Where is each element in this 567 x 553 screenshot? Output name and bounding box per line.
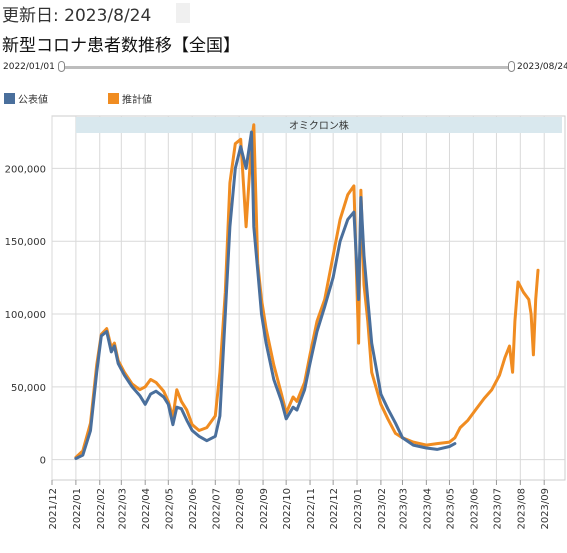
plot-area (51, 115, 566, 481)
series-line-estimated (74, 123, 540, 459)
page-title: 新型コロナ患者数推移【全国】 (2, 36, 240, 56)
series-line-official (74, 130, 457, 460)
x-tick-label: 2022/11 (306, 488, 317, 530)
x-tick-label: 2023/07 (492, 488, 503, 530)
updated-date-field (176, 3, 190, 23)
date-range-slider[interactable] (60, 66, 512, 69)
x-tick-label: 2023/06 (469, 488, 480, 530)
legend-label-estimated: 推計値 (122, 95, 152, 106)
y-tick-label: 100,000 (5, 310, 46, 321)
x-tick-label: 2023/02 (377, 488, 388, 530)
legend-item-official[interactable]: 公表値 (4, 91, 48, 106)
legend-label-official: 公表値 (18, 95, 48, 106)
y-tick-label: 150,000 (5, 237, 46, 248)
x-tick-label: 2022/09 (259, 488, 270, 530)
x-tick-label: 2022/12 (329, 488, 340, 530)
x-tick-label: 2022/07 (211, 488, 222, 530)
x-tick-label: 2023/09 (540, 488, 551, 530)
x-tick-label: 2023/08 (516, 488, 527, 530)
range-start-handle[interactable] (58, 61, 65, 72)
y-tick-label: 0 (40, 456, 46, 467)
x-tick-label: 2022/03 (117, 488, 128, 530)
x-tick-label: 2023/04 (422, 488, 433, 530)
updated-date: 更新日: 2023/8/24 (2, 6, 152, 26)
y-tick-label: 200,000 (5, 164, 46, 175)
x-tick-label: 2022/06 (188, 488, 199, 530)
range-end-label: 2023/08/24 (517, 62, 567, 72)
range-start-label: 2022/01/01 (3, 62, 55, 72)
x-tick-label: 2022/02 (96, 488, 107, 530)
x-tick-label: 2022/04 (141, 488, 152, 530)
variant-band (75, 117, 562, 133)
x-tick-label: 2022/08 (235, 488, 246, 530)
x-tick-label: 2021/12 (48, 488, 59, 530)
chart-svg: 0 50,000 100,000 150,000 200,000 オミクロン株 2021/1… (5, 115, 566, 530)
x-tick-label: 2023/05 (445, 488, 456, 530)
legend-swatch-estimated (108, 93, 119, 104)
legend-swatch-official (4, 93, 15, 104)
variant-band-label: オミクロン株 (289, 119, 349, 132)
x-tick-label: 2022/01 (72, 488, 83, 530)
legend-item-estimated[interactable]: 推計値 (108, 91, 152, 106)
range-end-handle[interactable] (508, 61, 515, 72)
x-tick-label: 2022/10 (282, 488, 293, 530)
x-tick-label: 2023/03 (398, 488, 409, 530)
x-tick-label: 2022/05 (164, 488, 175, 530)
y-tick-label: 50,000 (11, 383, 46, 394)
x-tick-label: 2023/01 (353, 488, 364, 530)
